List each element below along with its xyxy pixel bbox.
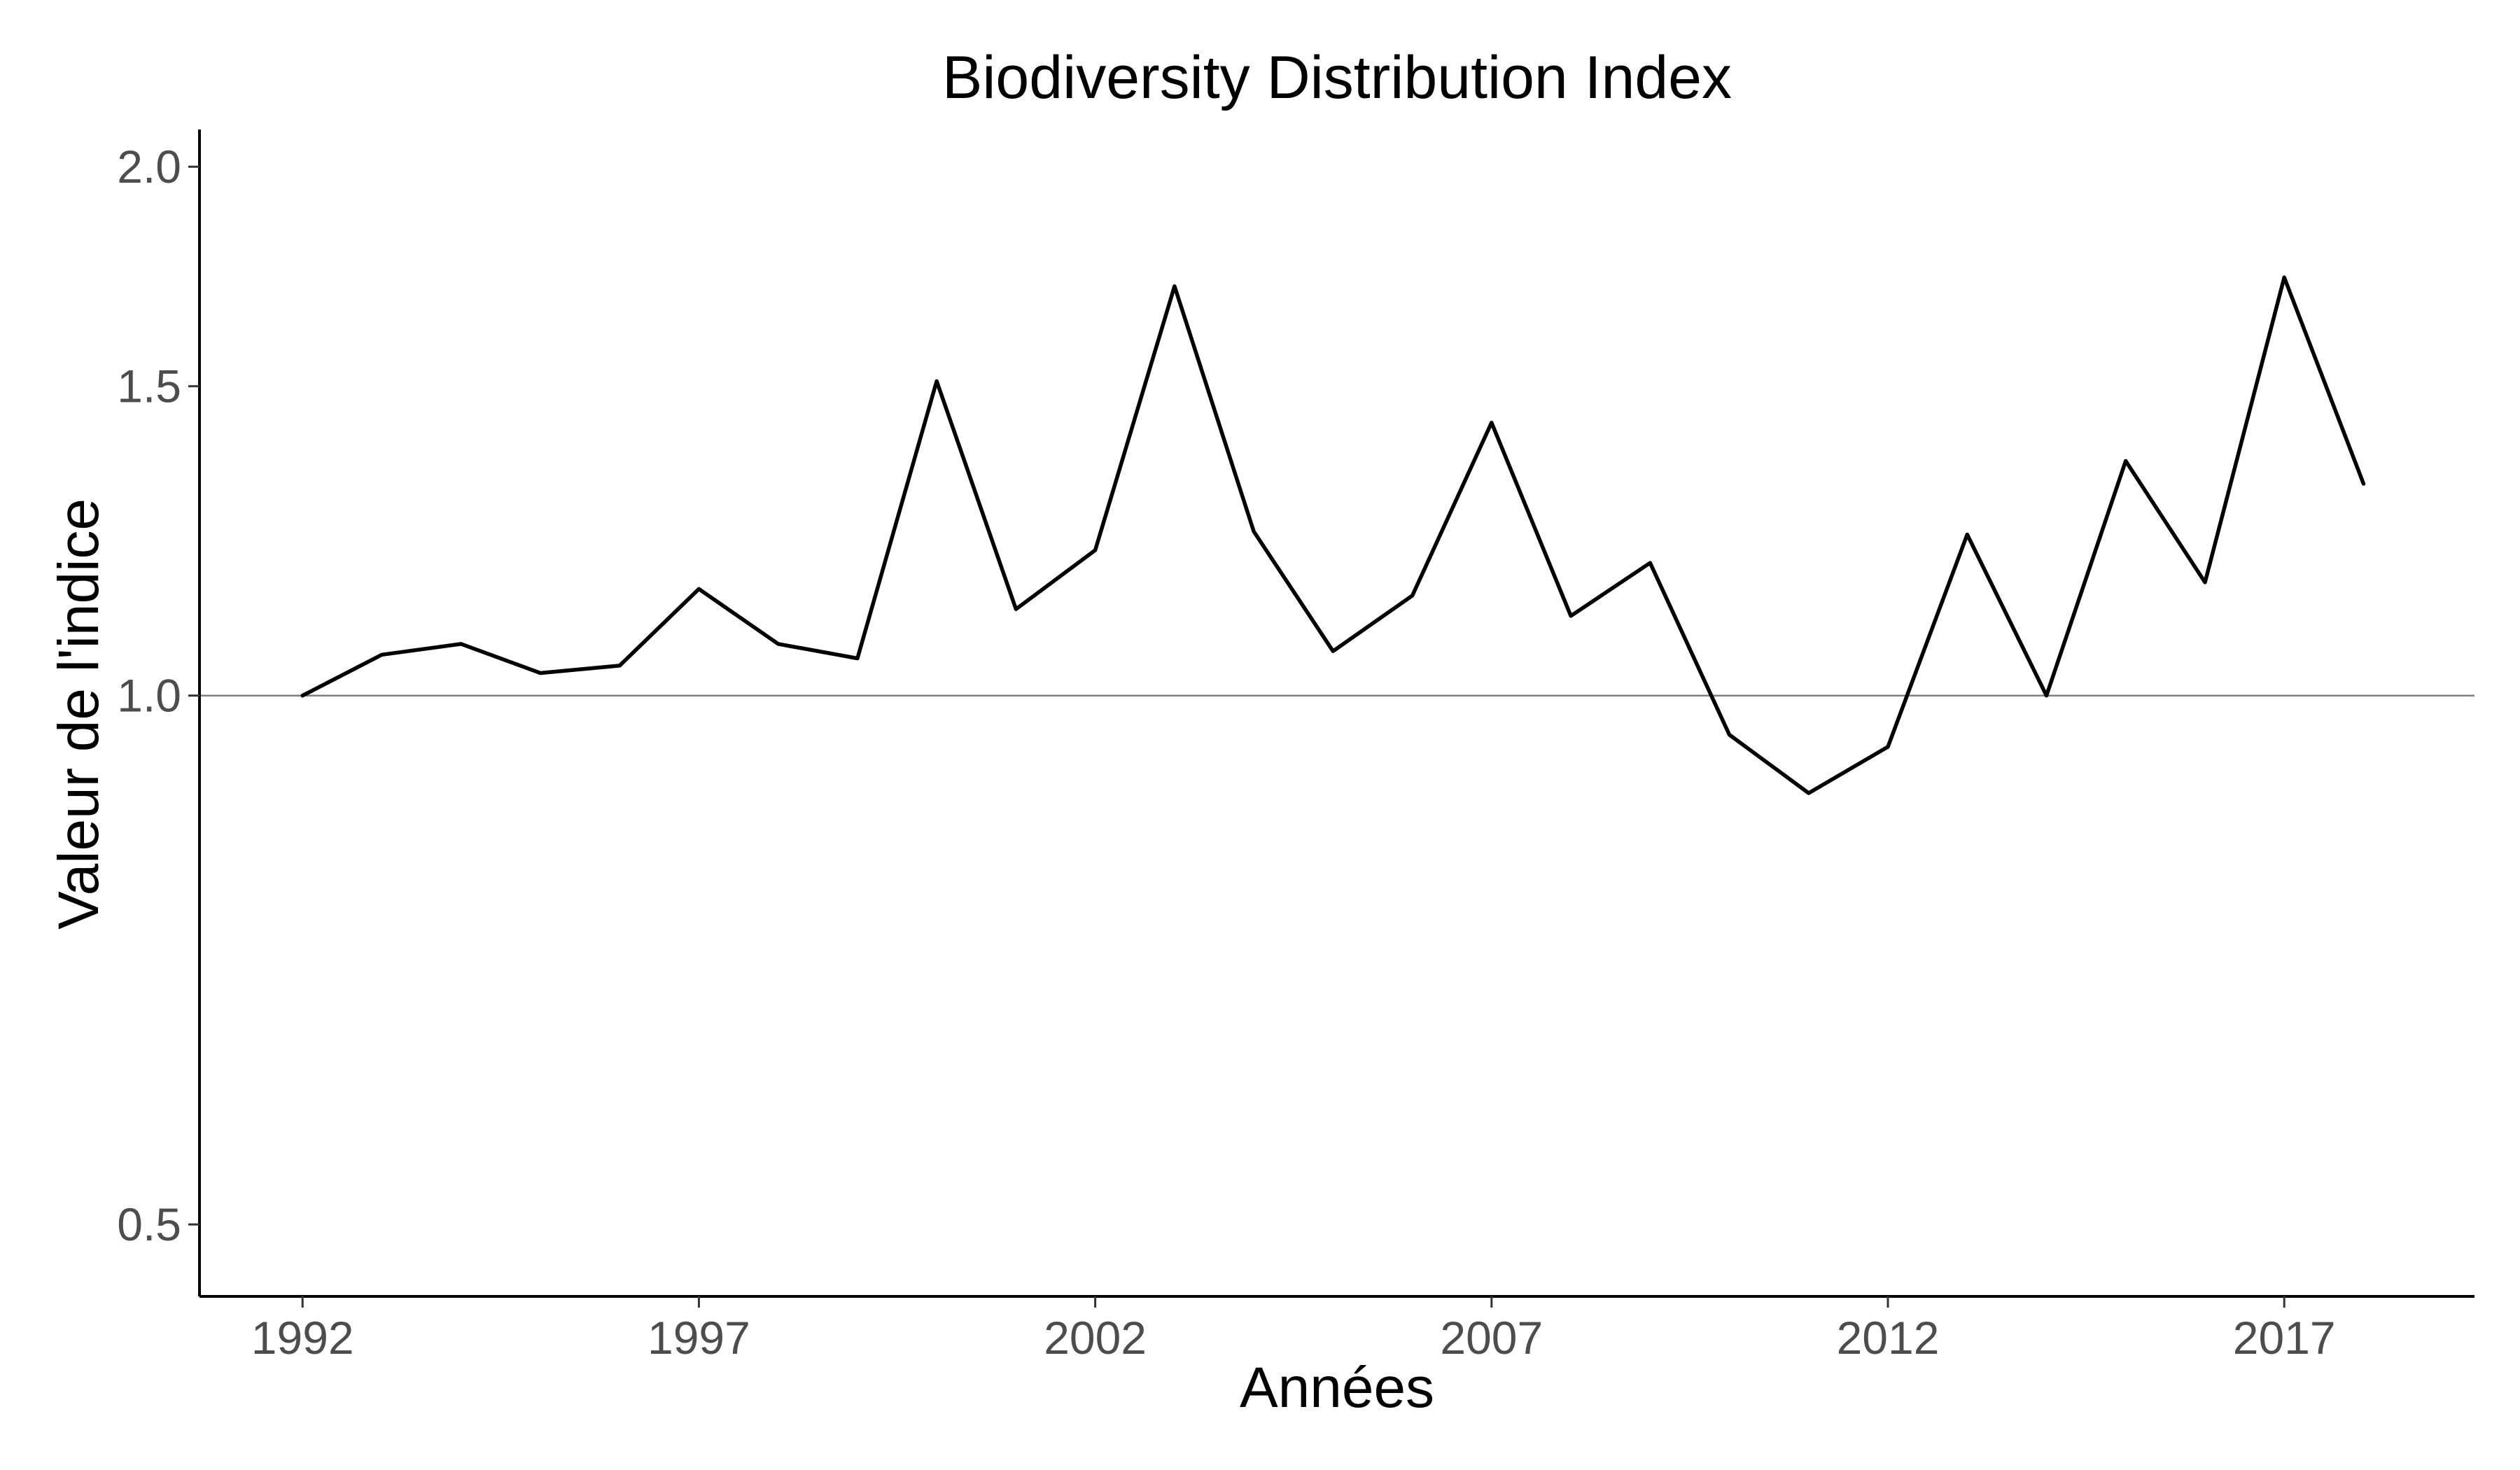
data-point <box>2282 275 2286 279</box>
data-point <box>617 664 622 668</box>
x-tick-label: 2007 <box>1440 1312 1543 1364</box>
data-point <box>1807 791 1811 795</box>
data-point <box>2045 694 2049 698</box>
x-tick-label: 1992 <box>251 1312 354 1364</box>
data-point <box>1093 548 1098 552</box>
data-point <box>1410 594 1415 598</box>
data-point <box>1648 561 1652 565</box>
data-point <box>2124 459 2128 463</box>
data-point <box>2203 580 2207 584</box>
x-tick-label: 2017 <box>2233 1312 2336 1364</box>
data-point <box>1331 649 1335 653</box>
x-axis-title: Années <box>1240 1356 1434 1420</box>
data-point <box>1728 733 1732 737</box>
data-point <box>1569 614 1573 618</box>
data-point <box>1172 284 1177 288</box>
data-point <box>379 652 384 657</box>
x-tick-label: 2012 <box>1837 1312 1940 1364</box>
y-tick-label: 0.5 <box>117 1198 181 1250</box>
data-point <box>1490 421 1494 425</box>
data-point <box>1014 607 1018 611</box>
data-point <box>1252 529 1256 533</box>
data-point <box>1886 745 1890 749</box>
data-point <box>696 587 701 591</box>
x-tick-label: 2002 <box>1044 1312 1147 1364</box>
plot-area: 0.5 1.0 1.5 2.0 1992 1997 2002 2007 2012 2017 <box>117 130 2474 1364</box>
chart-title: Biodiversity Distribution Index <box>942 44 1732 111</box>
data-point <box>934 379 939 384</box>
data-point <box>1965 533 1969 537</box>
data-point <box>2361 482 2365 486</box>
x-tick-label: 1997 <box>648 1312 750 1364</box>
data-point <box>855 657 860 661</box>
data-point <box>538 671 542 675</box>
series-line <box>300 275 2366 795</box>
data-point <box>459 642 463 646</box>
y-tick-label: 1.0 <box>117 670 181 722</box>
data-point <box>300 694 304 698</box>
y-axis-title: Valeur de l'indice <box>47 498 111 930</box>
y-tick-label: 1.5 <box>117 360 181 412</box>
y-tick-label: 2.0 <box>117 141 181 192</box>
data-point <box>776 642 780 646</box>
